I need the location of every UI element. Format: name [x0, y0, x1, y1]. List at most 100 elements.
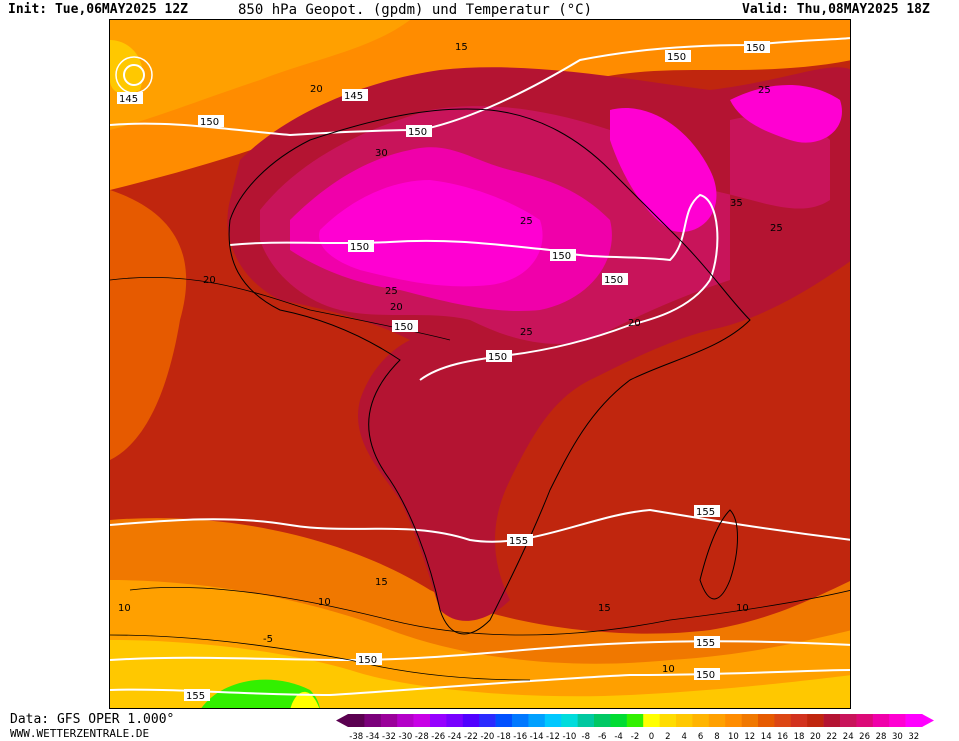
sahel-peak [319, 180, 543, 287]
scale-tick-label: -18 [497, 732, 511, 741]
scale-swatch [397, 714, 414, 727]
scale-tick-label: 26 [859, 732, 870, 741]
nw-low-ring [123, 64, 145, 86]
geopot-label-155-south: 155 [694, 636, 720, 649]
scale-swatch [512, 714, 529, 727]
scale-arrow-left [336, 714, 348, 727]
scale-tick-label: -8 [582, 732, 590, 741]
temp-label-25-e: 25 [520, 327, 533, 338]
temp-label-25-c: 25 [520, 216, 533, 227]
scale-swatch [741, 714, 759, 727]
scale-swatch [561, 714, 578, 727]
data-source: Data: GFS OPER 1.000° [10, 712, 175, 727]
contour-150-equator [419, 279, 711, 381]
svg-text:150: 150 [552, 251, 571, 262]
temp-label-20-w: 20 [203, 275, 216, 286]
svg-text:145: 145 [119, 94, 138, 105]
scale-swatch [577, 714, 595, 727]
scale-swatch [676, 714, 693, 727]
scale-swatch [626, 714, 644, 727]
weather-map[interactable]: 145 145 150 150 150 150 150 150 [109, 19, 851, 709]
scale-tick-label: -24 [448, 732, 462, 741]
svg-text:150: 150 [488, 352, 507, 363]
geopot-label-155-se: 155 [694, 505, 720, 518]
isotherm-10 [129, 586, 850, 636]
svg-text:155: 155 [696, 638, 715, 649]
geopot-label-155-sw2: 155 [184, 689, 210, 702]
scale-tick-label: 20 [810, 732, 821, 741]
valid-time: Valid: Thu,08MAY2025 18Z [742, 2, 930, 17]
scale-tick-label: 22 [826, 732, 837, 741]
scale-swatch [544, 714, 562, 727]
scale-tick-label: -2 [631, 732, 639, 741]
temp-label-35: 35 [730, 198, 743, 209]
color-scale-ticks: -38 -34 -32 -30 -28 -26 -24 -22 -20 -18 -16 -14 -12-… [349, 732, 919, 741]
scale-tick-label: -22 [464, 732, 478, 741]
temp-label-15-s: 15 [375, 577, 388, 588]
scale-tick-label: -26 [431, 732, 445, 741]
scale-tick-label: 12 [744, 732, 755, 741]
scale-swatch [430, 714, 447, 727]
scale-swatch [413, 714, 431, 727]
temp-label-10-se: 10 [662, 664, 675, 675]
scale-arrow-right [922, 714, 934, 727]
arabia-east-peak [730, 85, 842, 143]
geopot-label-150-south: 150 [356, 653, 382, 666]
scale-swatch [823, 714, 841, 727]
scale-swatch [495, 714, 513, 727]
scale-swatch [725, 714, 742, 727]
scale-tick-label: 6 [698, 732, 703, 741]
scale-tick-label: -4 [614, 732, 622, 741]
scale-tick-label: 18 [794, 732, 805, 741]
scale-tick-label: -14 [530, 732, 544, 741]
scale-swatch [348, 714, 365, 727]
atlantic-band [110, 190, 187, 460]
geopot-label-150-gulf: 150 [392, 320, 418, 333]
geopot-label-150-congo: 150 [486, 350, 512, 363]
scale-swatch [364, 714, 382, 727]
svg-text:155: 155 [509, 536, 528, 547]
map-title: 850 hPa Geopot. (gpdm) und Temperatur (°… [238, 2, 593, 18]
arabia-peak [610, 108, 717, 232]
scale-tick-label: 16 [777, 732, 788, 741]
temp-label-25-ne: 25 [770, 223, 783, 234]
scale-tick-label: -20 [480, 732, 494, 741]
scale-swatch [479, 714, 496, 727]
svg-text:150: 150 [604, 275, 623, 286]
svg-text:150: 150 [696, 670, 715, 681]
scale-swatch [659, 714, 677, 727]
svg-text:150: 150 [350, 242, 369, 253]
scale-tick-label: -16 [513, 732, 527, 741]
scale-swatch [528, 714, 546, 727]
scale-tick-label: 8 [714, 732, 719, 741]
geopot-label-145b: 145 [342, 89, 368, 102]
temp-label-15-n: 15 [455, 42, 468, 53]
temp-label-20-gulf: 20 [390, 302, 403, 313]
scale-tick-label: 14 [761, 732, 772, 741]
scale-tick-label: 2 [665, 732, 670, 741]
svg-text:150: 150 [408, 127, 427, 138]
scale-swatch [807, 714, 824, 727]
geopot-label-150-sahel2: 150 [550, 249, 576, 262]
scale-tick-label: -10 [562, 732, 576, 741]
south-cold-edge [290, 691, 320, 708]
scale-swatch [758, 714, 775, 727]
scale-swatch [610, 714, 628, 727]
svg-text:150: 150 [358, 655, 377, 666]
temp-label-10-e: 10 [736, 603, 749, 614]
scale-tick-label: -28 [415, 732, 429, 741]
scale-swatch [594, 714, 611, 727]
geopot-label-150-sahara: 150 [406, 125, 432, 138]
scale-tick-label: -32 [382, 732, 396, 741]
temp-label-20-e: 20 [628, 318, 641, 329]
scale-tick-label: 28 [876, 732, 887, 741]
temp-label-10-w: 10 [118, 603, 131, 614]
temp-label-30: 30 [375, 148, 388, 159]
scale-tick-label: -30 [398, 732, 412, 741]
svg-text:150: 150 [394, 322, 413, 333]
scale-swatch [872, 714, 890, 727]
svg-text:150: 150 [667, 52, 686, 63]
temp-label-25-arabia: 25 [758, 85, 771, 96]
scale-swatch [790, 714, 808, 727]
scale-swatch [462, 714, 480, 727]
